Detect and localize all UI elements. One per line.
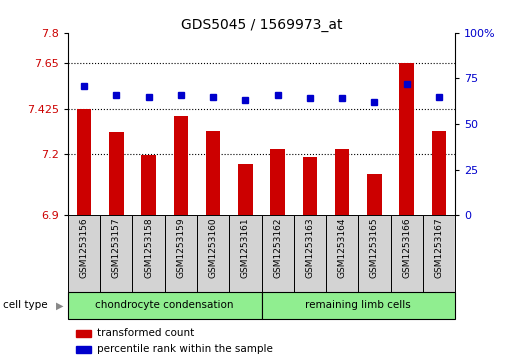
Text: GSM1253166: GSM1253166 [402, 217, 411, 278]
Bar [174, 116, 188, 215]
Bar [270, 149, 285, 215]
Bar [197, 215, 229, 292]
Bar [229, 215, 262, 292]
Bar [100, 215, 132, 292]
Text: GSM1253158: GSM1253158 [144, 217, 153, 278]
Bar [335, 149, 349, 215]
Bar [77, 109, 92, 215]
Text: percentile rank within the sample: percentile rank within the sample [97, 344, 273, 354]
Bar [238, 163, 253, 215]
Text: GSM1253156: GSM1253156 [79, 217, 88, 278]
Text: chondrocyte condensation: chondrocyte condensation [96, 300, 234, 310]
Bar [68, 215, 100, 292]
Bar [326, 215, 358, 292]
Text: GSM1253167: GSM1253167 [435, 217, 444, 278]
Text: GSM1253162: GSM1253162 [273, 217, 282, 278]
Bar [400, 63, 414, 215]
Text: GSM1253163: GSM1253163 [305, 217, 314, 278]
Text: ▶: ▶ [56, 300, 64, 310]
Bar [76, 330, 91, 337]
Bar [303, 158, 317, 215]
Title: GDS5045 / 1569973_at: GDS5045 / 1569973_at [181, 18, 342, 32]
Text: GSM1253160: GSM1253160 [209, 217, 218, 278]
Bar [206, 131, 220, 215]
Text: GSM1253165: GSM1253165 [370, 217, 379, 278]
Bar [68, 292, 262, 319]
Bar [294, 215, 326, 292]
Text: GSM1253161: GSM1253161 [241, 217, 250, 278]
Bar [165, 215, 197, 292]
Bar [262, 215, 294, 292]
Text: remaining limb cells: remaining limb cells [305, 300, 411, 310]
Bar [431, 131, 446, 215]
Bar [423, 215, 455, 292]
Bar [262, 292, 455, 319]
Text: cell type: cell type [3, 300, 47, 310]
Text: GSM1253164: GSM1253164 [338, 217, 347, 278]
Text: GSM1253157: GSM1253157 [112, 217, 121, 278]
Bar [141, 155, 156, 215]
Bar [132, 215, 165, 292]
Bar [358, 215, 391, 292]
Text: GSM1253159: GSM1253159 [176, 217, 185, 278]
Bar [367, 174, 382, 215]
Bar [109, 132, 123, 215]
Bar [76, 346, 91, 353]
Bar [391, 215, 423, 292]
Text: transformed count: transformed count [97, 328, 194, 338]
